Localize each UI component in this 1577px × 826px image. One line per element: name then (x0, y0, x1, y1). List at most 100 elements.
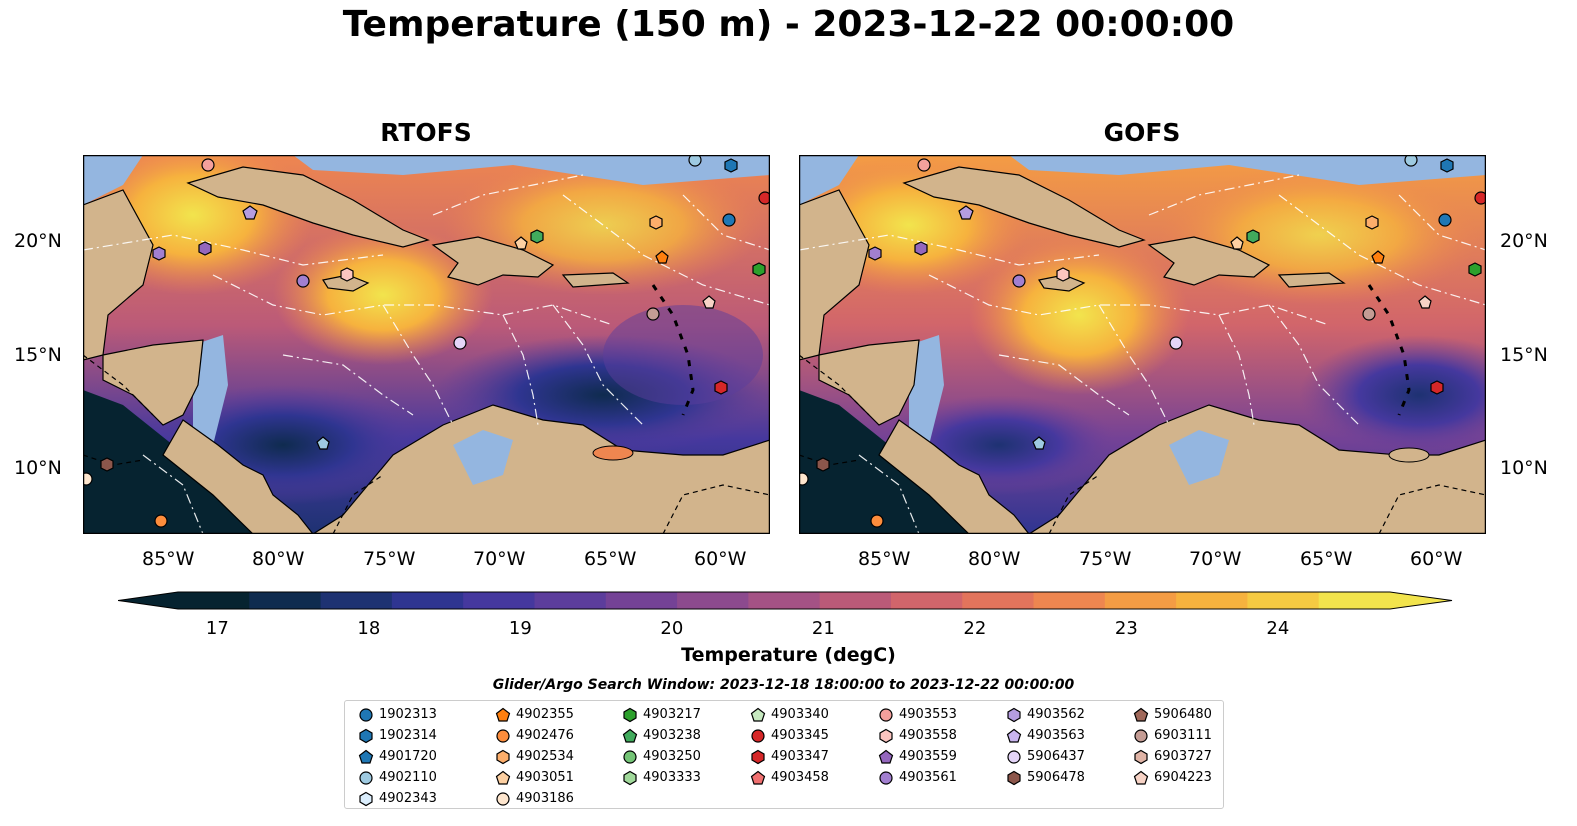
legend-label: 4903562 (1027, 707, 1085, 722)
lat-label-20n-right: 20°N (1500, 230, 1548, 252)
hexagon-marker-icon (623, 770, 637, 786)
colorbar-segment (890, 592, 963, 609)
circle-marker-icon (879, 771, 893, 785)
rtofs-map (83, 155, 770, 534)
lat-label-10n-left: 10°N (14, 457, 62, 479)
colorbar-extend-low (118, 592, 178, 609)
colorbar-segment (249, 592, 322, 609)
legend-label: 4903563 (1027, 728, 1085, 743)
lon-label-80w-left: 80°W (252, 548, 305, 570)
pentagon-marker-icon (622, 728, 638, 743)
hexagon-marker-icon (879, 728, 893, 744)
lon-label-85w-right: 85°W (858, 548, 911, 570)
legend-item-4902355: 4902355 (490, 704, 574, 725)
legend-label: 1902314 (379, 728, 437, 743)
legend-label: 4903217 (643, 707, 701, 722)
circle-marker-icon (496, 729, 510, 743)
pentagon-marker-icon (878, 749, 894, 764)
legend-item-4902343: 4902343 (353, 788, 437, 809)
colorbar-segment (748, 592, 821, 609)
legend-item-4903563: 4903563 (1001, 725, 1085, 746)
legend-label: 4902110 (379, 770, 437, 785)
legend-label: 1902313 (379, 707, 437, 722)
legend-label: 6904223 (1154, 770, 1212, 785)
legend-item-4903458: 4903458 (745, 767, 829, 788)
lon-label-65w-left: 65°W (584, 548, 637, 570)
hexagon-marker-icon (359, 728, 373, 744)
colorbar-tick-label: 20 (660, 618, 684, 639)
colorbar-tick-label: 18 (357, 618, 381, 639)
circle-marker-icon (496, 792, 510, 806)
pentagon-marker-icon (750, 770, 766, 785)
legend-item-4903250: 4903250 (617, 746, 701, 767)
colorbar-tick-label: 21 (811, 618, 835, 639)
pentagon-marker-icon (1133, 707, 1149, 722)
legend-label: 6903111 (1154, 728, 1212, 743)
legend-label: 4903340 (771, 707, 829, 722)
circle-marker-icon (623, 750, 637, 764)
legend-label: 5906437 (1027, 749, 1085, 764)
legend-item-4903553: 4903553 (873, 704, 957, 725)
lon-label-60w-left: 60°W (694, 548, 747, 570)
colorbar-segment (178, 592, 250, 609)
legend-label: 4903558 (899, 728, 957, 743)
colorbar-segment (605, 592, 678, 609)
hexagon-marker-icon (1007, 770, 1021, 786)
lon-label-85w-left: 85°W (142, 548, 195, 570)
lon-label-60w-right: 60°W (1410, 548, 1463, 570)
colorbar-segment (1033, 592, 1106, 609)
lon-label-70w-left: 70°W (473, 548, 526, 570)
lat-label-15n-right: 15°N (1500, 344, 1548, 366)
lat-label-15n-left: 15°N (14, 344, 62, 366)
colorbar-tick-label: 22 (963, 618, 987, 639)
pentagon-marker-icon (750, 707, 766, 722)
legend-label: 4902534 (516, 749, 574, 764)
legend-label: 5906480 (1154, 707, 1212, 722)
pentagon-marker-icon (495, 770, 511, 785)
colorbar-segment (463, 592, 536, 609)
legend-label: 4903186 (516, 791, 574, 806)
lat-label-10n-right: 10°N (1500, 457, 1548, 479)
pentagon-marker-icon (358, 749, 374, 764)
legend-item-4903238: 4903238 (617, 725, 701, 746)
circle-marker-icon (1007, 750, 1021, 764)
legend-item-4903186: 4903186 (490, 788, 574, 809)
lon-label-75w-right: 75°W (1079, 548, 1132, 570)
legend-item-4903217: 4903217 (617, 704, 701, 725)
legend-item-5906437: 5906437 (1001, 746, 1085, 767)
legend-item-4903051: 4903051 (490, 767, 574, 788)
legend-label: 4903250 (643, 749, 701, 764)
panel-title-rtofs: RTOFS (380, 118, 472, 147)
pentagon-marker-icon (1133, 770, 1149, 785)
colorbar-tick-label: 17 (205, 618, 229, 639)
legend-label: 4903458 (771, 770, 829, 785)
float-legend: 1902313 1902314 4901720 4902110 4902343 49023… (344, 700, 1224, 809)
figure-title: Temperature (150 m) - 2023-12-22 00:00:0… (342, 4, 1235, 45)
legend-label: 4902343 (379, 791, 437, 806)
lon-label-75w-left: 75°W (363, 548, 416, 570)
circle-marker-icon (751, 729, 765, 743)
circle-marker-icon (359, 708, 373, 722)
hexagon-marker-icon (623, 707, 637, 723)
legend-label: 4903347 (771, 749, 829, 764)
legend-label: 4901720 (379, 749, 437, 764)
circle-marker-icon (359, 771, 373, 785)
colorbar-segment (534, 592, 607, 609)
colorbar-segment (1318, 592, 1391, 609)
legend-item-4903561: 4903561 (873, 767, 957, 788)
legend-label: 4902355 (516, 707, 574, 722)
hexagon-marker-icon (496, 749, 510, 765)
legend-item-4903562: 4903562 (1001, 704, 1085, 725)
legend-label: 4902476 (516, 728, 574, 743)
circle-marker-icon (1134, 729, 1148, 743)
legend-item-4903340: 4903340 (745, 704, 829, 725)
legend-item-4902476: 4902476 (490, 725, 574, 746)
colorbar-segment (962, 592, 1035, 609)
search-window-text: Glider/Argo Search Window: 2023-12-18 18… (492, 677, 1075, 693)
legend-item-4903559: 4903559 (873, 746, 957, 767)
colorbar-extend-high (1390, 592, 1452, 609)
colorbar-segment (391, 592, 464, 609)
legend-label: 4903561 (899, 770, 957, 785)
legend-label: 4903559 (899, 749, 957, 764)
lon-label-70w-right: 70°W (1189, 548, 1242, 570)
